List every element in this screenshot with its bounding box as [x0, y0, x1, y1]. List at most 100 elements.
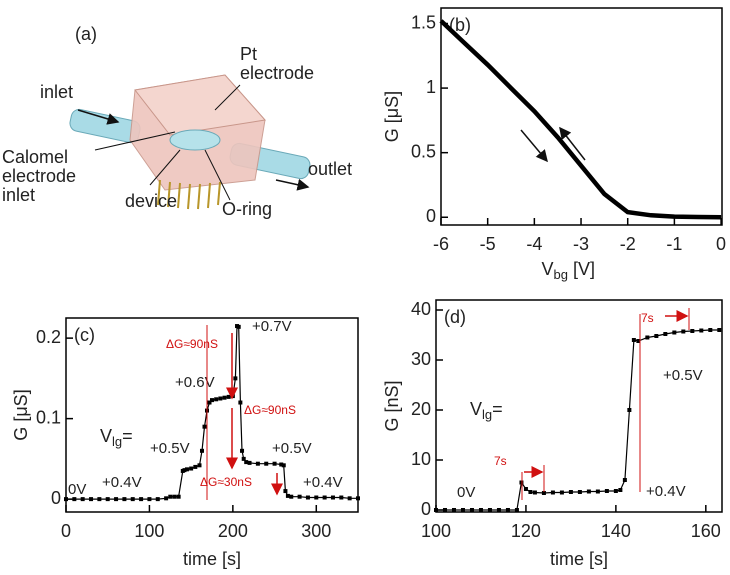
x-tick-label: 120: [511, 521, 541, 541]
data-point: [322, 495, 327, 500]
annotation-red: 7s: [494, 454, 507, 468]
data-point: [314, 495, 319, 500]
y-tick-label: 40: [411, 299, 431, 319]
annotation: 0V: [68, 481, 86, 498]
data-point: [532, 490, 537, 495]
label-part: V: [100, 426, 112, 446]
diagram-label: Pt: [240, 44, 257, 64]
data-point: [681, 329, 686, 334]
x-tick-label: -1: [666, 234, 682, 254]
y-tick-label: 0: [421, 499, 431, 519]
data-point: [514, 508, 519, 512]
data-point: [114, 497, 119, 502]
subscript: lg: [112, 434, 122, 449]
data-point: [613, 489, 618, 493]
diagram-label: electrode: [240, 63, 314, 83]
data-point: [487, 508, 492, 512]
annotation: +0.7V: [252, 318, 292, 335]
data-point: [528, 490, 533, 494]
data-point: [182, 468, 187, 473]
data-point: [519, 480, 524, 485]
plot-frame: [65, 317, 359, 513]
data-point: [496, 508, 501, 512]
compound-label: Vlg=: [470, 399, 503, 423]
data-point: [272, 461, 277, 466]
x-tick-label: -5: [480, 234, 496, 254]
y-tick-label: 0.1: [36, 407, 61, 427]
data-point: [197, 463, 202, 468]
x-tick-label: -4: [526, 234, 542, 254]
panel-label: (b): [449, 15, 471, 35]
data-point: [255, 461, 260, 466]
x-tick-label: 200: [218, 521, 248, 541]
data-point: [347, 496, 352, 501]
data-point: [356, 496, 360, 501]
data-point: [155, 497, 160, 502]
data-point: [72, 497, 77, 502]
data-point: [105, 497, 110, 502]
diagram-label: device: [125, 191, 177, 211]
diagram-label: inlet: [2, 185, 35, 205]
data-point: [238, 400, 243, 405]
data-point: [147, 497, 152, 502]
y-tick-label: 0.2: [36, 327, 61, 347]
label-part: V: [542, 259, 554, 279]
data-point: [226, 394, 231, 399]
x-tick-label: 300: [301, 521, 331, 541]
data-point: [244, 460, 249, 465]
data-point: [672, 330, 677, 335]
data-point: [595, 489, 600, 494]
annotation: +0.4V: [303, 474, 343, 491]
annotation-red: ΔG≈90nS: [244, 403, 296, 417]
data-point: [645, 335, 650, 340]
data-point: [279, 462, 284, 467]
data-point: [604, 489, 609, 493]
diagram-label: outlet: [308, 159, 352, 179]
data-point: [122, 497, 127, 502]
data-point: [184, 467, 189, 472]
data-point: [172, 494, 177, 499]
data-point: [305, 495, 310, 500]
annotation: +0.5V: [150, 440, 190, 457]
data-point: [339, 495, 344, 500]
y-tick-label: 10: [411, 449, 431, 469]
data-point: [64, 497, 68, 502]
subscript: bg: [554, 267, 568, 282]
x-tick-label: -3: [573, 234, 589, 254]
panel-label: (d): [444, 307, 466, 327]
data-point: [281, 463, 286, 468]
plot-frame: [440, 7, 723, 226]
data-line: [439, 19, 722, 220]
data-point: [164, 496, 169, 501]
data-point: [717, 328, 722, 332]
y-tick-label: 0: [426, 206, 436, 226]
data-point: [236, 324, 241, 329]
data-point: [523, 487, 528, 491]
data-point: [130, 497, 135, 502]
data-point: [297, 494, 302, 499]
annotation-red: ΔG≈90nS: [166, 337, 218, 351]
compound-label: Vbg [V]: [542, 259, 596, 283]
x-axis-label: time [s]: [550, 549, 608, 569]
y-tick-label: 30: [411, 349, 431, 369]
data-point: [636, 339, 641, 343]
annotation: +0.4V: [102, 474, 142, 491]
y-axis-label: G [nS]: [382, 380, 402, 431]
data-point: [285, 493, 290, 498]
data-point: [222, 395, 227, 400]
label-part: =: [122, 426, 133, 446]
data-point: [283, 489, 288, 494]
y-axis-label: G [μS]: [11, 389, 31, 440]
x-tick-label: -2: [620, 234, 636, 254]
data-point: [241, 456, 246, 461]
data-point: [330, 495, 335, 500]
data-point: [80, 497, 85, 502]
data-point: [708, 328, 713, 332]
compound-label: Vlg=: [100, 426, 133, 450]
data-point: [577, 490, 582, 494]
data-point: [631, 338, 636, 342]
data-point: [218, 396, 223, 401]
subscript: lg: [482, 407, 492, 422]
data-point: [139, 497, 144, 502]
